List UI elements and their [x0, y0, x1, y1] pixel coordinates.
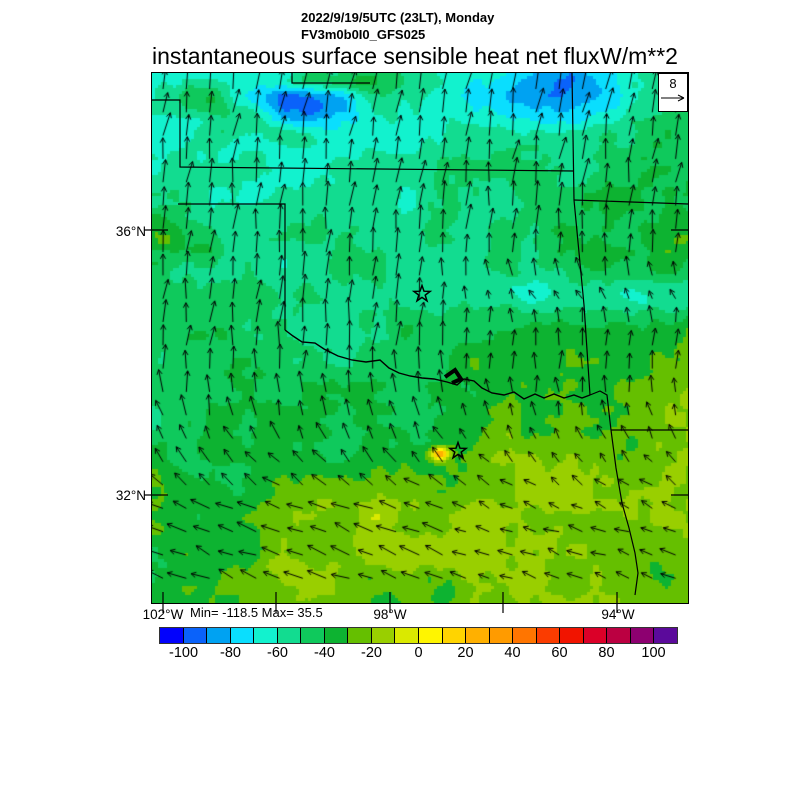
colorbar-tick-label: 0	[414, 645, 423, 661]
colorbar-tick-label: 60	[551, 645, 568, 661]
colorbar-tick-label: -40	[314, 645, 335, 661]
rivers	[284, 329, 591, 400]
colorbar-segment	[489, 628, 514, 643]
plot-title: instantaneous surface sensible heat net …	[152, 43, 600, 69]
state-borders	[152, 72, 689, 596]
colorbar-segment	[607, 628, 631, 643]
colorbar-segment	[277, 628, 302, 643]
axis-ticks	[144, 229, 688, 613]
contour-field-canvas	[152, 73, 688, 603]
state-border-north-segment	[291, 73, 370, 84]
colorbar-segment	[348, 628, 372, 643]
star-marker-north	[411, 283, 433, 303]
colorbar-segment	[160, 628, 184, 643]
map-plot-area: 8	[144, 72, 689, 613]
colorbar-tick-label: 40	[504, 645, 521, 661]
state-border-ok-panhandle	[178, 203, 286, 330]
lat-label-36n: 36°N	[115, 224, 146, 239]
colorbar-tick-label: 80	[598, 645, 615, 661]
colorbar-tick-label: -80	[220, 645, 241, 661]
colorbar-segment	[654, 628, 678, 643]
colorbar-segment	[254, 628, 278, 643]
state-border-oklahoma-arkansas	[573, 199, 591, 396]
colorbar-tick-label: -100	[168, 645, 199, 661]
colorbar-segment	[183, 628, 208, 643]
minmax-stats: Min= -118.5 Max= 35.5	[190, 605, 323, 620]
lon-label-98w: 98°W	[373, 607, 407, 622]
left-lat-ticks	[144, 229, 168, 496]
state-border-texas-arkansas	[589, 390, 612, 431]
colorbar-segment	[630, 628, 655, 643]
lake-texoma	[443, 367, 464, 385]
units-label: W/m**2	[600, 43, 678, 69]
red-river	[284, 329, 591, 400]
right-lat-ticks	[671, 229, 688, 496]
wind-reference-arrow-icon	[661, 94, 685, 102]
colorbar-segment	[442, 628, 467, 643]
colorbar-segment	[301, 628, 325, 643]
map-overlay	[144, 72, 689, 613]
colorbar-segment	[513, 628, 537, 643]
state-border-missouri-arkansas	[573, 199, 689, 205]
colorbar-segment	[395, 628, 420, 643]
colorbar-segment	[536, 628, 561, 643]
colorbar-segment	[560, 628, 584, 643]
wind-reference-value: 8	[669, 76, 677, 91]
colorbar-segment	[230, 628, 255, 643]
datetime-title: 2022/9/19/5UTC (23LT), Monday	[301, 10, 495, 25]
colorbar-tick-label: 100	[641, 645, 666, 661]
model-run-title: FV3m0b0I0_GFS025	[301, 27, 426, 42]
state-border-kansas	[152, 99, 575, 172]
colorbar-segment	[583, 628, 608, 643]
lon-label-94w: 94°W	[601, 607, 635, 622]
state-border-missouri-west	[571, 72, 575, 201]
colorbar-tick-label: -60	[267, 645, 288, 661]
colorbar-segment	[324, 628, 349, 643]
colorbar-tick-labels: -100 -80 -60 -40 -20 0 20 40 60 80 100	[0, 645, 800, 663]
state-border-texas-louisiana	[610, 429, 639, 596]
colorbar-segment	[371, 628, 396, 643]
colorbar	[159, 627, 678, 644]
star-marker-south	[447, 440, 469, 460]
lon-label-102w: 102°W	[142, 607, 184, 622]
colorbar-segment	[419, 628, 443, 643]
colorbar-tick-label: -20	[361, 645, 382, 661]
lat-label-32n: 32°N	[115, 488, 146, 503]
bottom-lon-ticks	[162, 592, 618, 613]
colorbar-segment	[466, 628, 490, 643]
wind-reference-box: 8	[658, 73, 688, 112]
colorbar-segment	[207, 628, 231, 643]
colorbar-tick-label: 20	[457, 645, 474, 661]
